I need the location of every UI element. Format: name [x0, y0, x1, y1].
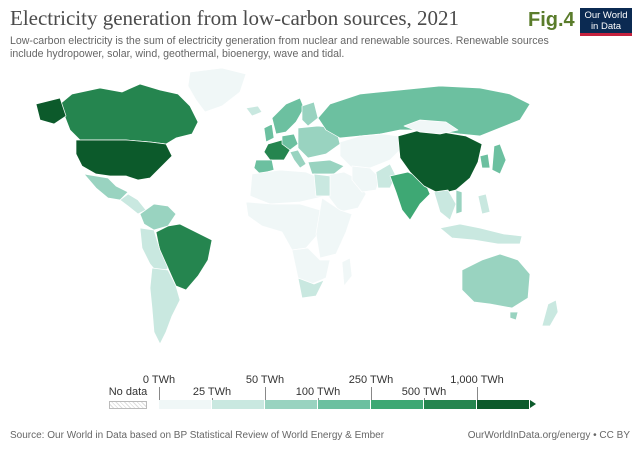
region-indonesia[interactable] [439, 223, 523, 245]
region-southeast-asia[interactable] [433, 189, 457, 221]
legend-label: 0 TWh [142, 374, 176, 386]
region-mongolia[interactable] [403, 119, 459, 135]
legend-label: 100 TWh [295, 386, 341, 398]
region-united-kingdom[interactable] [263, 123, 275, 143]
legend-swatch[interactable] [159, 400, 212, 409]
region-colombia-venezuela[interactable] [139, 203, 177, 231]
no-data-swatch [109, 401, 147, 409]
legend-swatch[interactable] [371, 400, 424, 409]
legend-tick [424, 398, 425, 400]
region-korea[interactable] [479, 153, 491, 169]
owid-logo[interactable]: Our World in Data [580, 8, 632, 36]
region-south-africa[interactable] [297, 277, 325, 299]
region-iran[interactable] [351, 165, 381, 193]
legend-label: 1,000 TWh [450, 374, 504, 386]
legend-swatch[interactable] [424, 400, 477, 409]
world-map[interactable] [0, 64, 640, 364]
region-turkey[interactable] [307, 159, 345, 175]
source-note: Source: Our World in Data based on BP St… [10, 430, 385, 441]
region-germany[interactable] [281, 133, 299, 151]
region-united-states[interactable] [75, 139, 173, 181]
no-data-label: No data [108, 386, 148, 398]
region-canada[interactable] [59, 83, 199, 145]
region-italy[interactable] [289, 149, 307, 169]
region-kazakhstan-central-asia[interactable] [339, 133, 401, 169]
region-norway-sweden[interactable] [271, 97, 305, 135]
legend-tick [477, 387, 478, 400]
region-philippines[interactable] [477, 193, 491, 215]
legend-label: 25 TWh [192, 386, 232, 398]
chart-subtitle: Low-carbon electricity is the sum of ele… [10, 35, 549, 60]
legend-tick [212, 398, 213, 400]
region-australia[interactable] [461, 253, 531, 309]
legend-label: 250 TWh [348, 374, 394, 386]
region-west-central-africa[interactable] [245, 201, 321, 251]
region-finland[interactable] [301, 101, 319, 127]
figure-label: Fig.4 [528, 9, 575, 31]
region-east-africa[interactable] [315, 197, 353, 259]
region-madagascar[interactable] [341, 257, 353, 287]
region-eastern-europe[interactable] [297, 125, 341, 159]
legend-tick [265, 387, 266, 400]
region-australia[interactable] [509, 311, 519, 321]
region-new-zealand[interactable] [541, 299, 559, 327]
legend-swatch[interactable] [265, 400, 318, 409]
map-legend: No data 0 TWh 25 TWh 50 TWh 100 TWh 250 TWh 5… [0, 370, 640, 420]
legend-swatch[interactable] [318, 400, 371, 409]
logo-line-1: Our World [584, 10, 628, 21]
credit-link[interactable]: OurWorldInData.org/energy • CC BY [467, 430, 630, 441]
legend-tick [159, 387, 160, 400]
region-argentina-chile[interactable] [149, 267, 181, 345]
region-central-america[interactable] [119, 193, 147, 215]
logo-line-2: in Data [590, 20, 622, 32]
chart-title: Electricity generation from low-carbon s… [10, 6, 460, 30]
legend-swatch[interactable] [212, 400, 265, 409]
region-egypt[interactable] [313, 173, 331, 197]
region-iceland[interactable] [245, 105, 263, 117]
legend-label: 500 TWh [401, 386, 447, 398]
legend-arrow [530, 400, 536, 408]
region-united-states[interactable] [35, 97, 67, 125]
legend-swatch[interactable] [477, 400, 530, 409]
legend-label: 50 TWh [245, 374, 285, 386]
legend-tick [371, 387, 372, 400]
region-mexico[interactable] [83, 173, 129, 201]
region-japan[interactable] [491, 143, 507, 175]
region-vietnam[interactable] [455, 189, 463, 215]
legend-tick [318, 398, 319, 400]
region-greenland[interactable] [187, 67, 247, 113]
